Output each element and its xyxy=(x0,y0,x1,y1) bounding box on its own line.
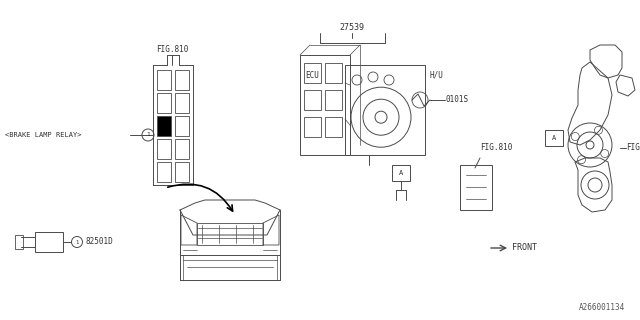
Text: H/U: H/U xyxy=(430,70,444,79)
Text: FIG.810: FIG.810 xyxy=(480,143,513,153)
Circle shape xyxy=(142,129,154,141)
Circle shape xyxy=(72,236,83,247)
Text: <BRAKE LAMP RELAY>: <BRAKE LAMP RELAY> xyxy=(5,132,81,138)
Polygon shape xyxy=(157,116,171,136)
Text: A266001134: A266001134 xyxy=(579,303,625,313)
Text: FIG.810: FIG.810 xyxy=(156,45,188,54)
Text: 82501D: 82501D xyxy=(85,237,113,246)
Text: A: A xyxy=(552,135,556,141)
Text: 27539: 27539 xyxy=(339,23,365,33)
Text: 0101S: 0101S xyxy=(446,95,469,105)
Text: 1: 1 xyxy=(146,132,150,138)
Text: FRONT: FRONT xyxy=(512,244,537,252)
Text: ECU: ECU xyxy=(305,70,319,79)
Text: 1: 1 xyxy=(76,239,79,244)
Text: FIG.265: FIG.265 xyxy=(626,143,640,153)
Text: A: A xyxy=(399,170,403,176)
